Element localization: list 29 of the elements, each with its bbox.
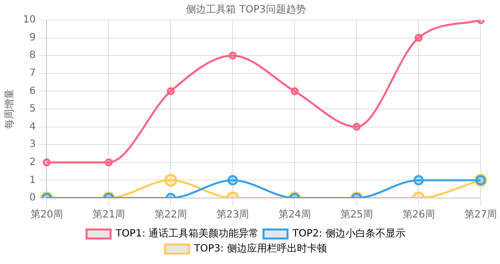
y-tick-label: 2 <box>29 156 36 168</box>
x-tick-label: 第26周 <box>402 208 436 221</box>
y-tick-label: 1 <box>29 174 36 186</box>
y-tick-label: 10 <box>22 14 36 26</box>
y-tick-label: 3 <box>29 139 36 150</box>
y-tick-label: 0 <box>29 192 36 204</box>
y-tick-label: 7 <box>29 68 36 79</box>
x-tick-label: 第27周 <box>464 208 498 221</box>
point <box>228 52 237 60</box>
y-tick-label: 6 <box>29 86 36 97</box>
y-tick-label: 4 <box>29 121 36 132</box>
x-tick-label: 第21周 <box>92 208 126 221</box>
legend-label: TOP2: 侧边小白条不显示 <box>292 228 406 240</box>
y-axis-title: 每周增量 <box>4 89 16 129</box>
chart-title: 侧边工具箱 TOP3问题趋势 <box>186 4 306 16</box>
y-tick-label: 5 <box>29 104 36 115</box>
legend-label: TOP3: 侧边应用栏呼出时卡顿 <box>193 242 327 255</box>
legend-label: TOP1: 通话工具箱美颜功能异常 <box>114 228 258 240</box>
x-tick-label: 第25周 <box>340 208 374 221</box>
x-tick-label: 第22周 <box>154 208 188 221</box>
point <box>290 87 299 96</box>
y-tick-label: 9 <box>29 32 36 44</box>
x-tick-label: 第24周 <box>278 208 312 221</box>
point <box>414 34 423 42</box>
point <box>166 87 175 96</box>
y-tick-label: 8 <box>29 50 36 62</box>
point <box>352 122 361 131</box>
x-tick-label: 第20周 <box>30 208 64 221</box>
x-tick-label: 第23周 <box>216 208 250 221</box>
